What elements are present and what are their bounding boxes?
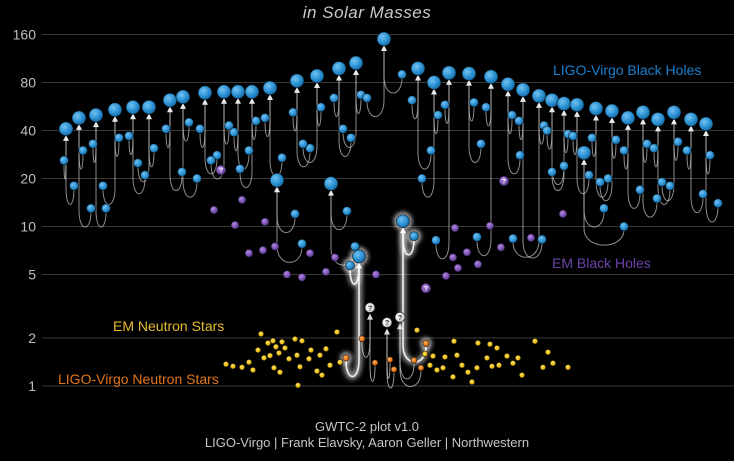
legend-ligo-virgo-neutron-stars: LIGO-Virgo Neutron Stars	[58, 371, 219, 387]
svg-text:?: ?	[219, 166, 224, 175]
legend-em-black-holes: EM Black Holes	[552, 255, 651, 271]
merger-trails	[63, 47, 719, 389]
svg-text:?: ?	[398, 313, 403, 322]
svg-text:160: 160	[13, 27, 37, 43]
page-title: in Solar Masses	[302, 3, 432, 22]
svg-text:?: ?	[424, 284, 429, 293]
svg-text:?: ?	[502, 177, 507, 186]
svg-text:80: 80	[20, 75, 36, 91]
svg-text:20: 20	[20, 171, 36, 187]
svg-text:5: 5	[28, 267, 36, 283]
credit-version: GWTC-2 plot v1.0	[314, 419, 420, 434]
svg-text:?: ?	[368, 303, 373, 312]
svg-text:1: 1	[28, 378, 36, 394]
mass-dots	[58, 31, 723, 389]
credit-authors: LIGO-Virgo | Frank Elavsky, Aaron Geller…	[204, 435, 530, 450]
svg-text:10: 10	[20, 219, 36, 235]
legend-em-neutron-stars: EM Neutron Stars	[113, 318, 225, 334]
axis-tick-labels: 160 80 40 20 10 5 2 1??????	[13, 27, 507, 394]
svg-text:40: 40	[20, 123, 36, 139]
svg-text:2: 2	[28, 330, 36, 346]
gridlines	[42, 34, 734, 387]
svg-text:?: ?	[385, 318, 390, 327]
legend-ligo-virgo-black-holes: LIGO-Virgo Black Holes	[553, 62, 702, 78]
